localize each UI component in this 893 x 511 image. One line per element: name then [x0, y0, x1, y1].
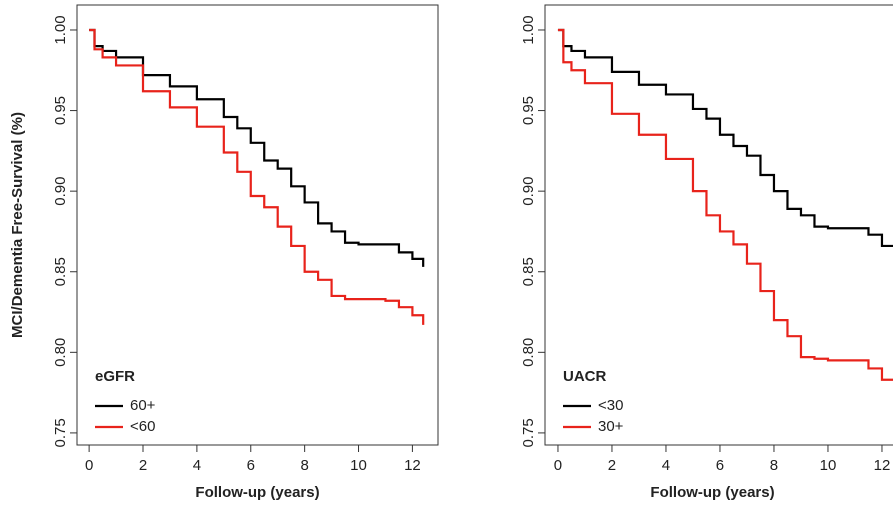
y-tick-label: 0.80: [520, 338, 537, 367]
survival-curve: [557, 28, 893, 381]
y-tick-label: 1.00: [52, 15, 69, 44]
y-axis-label: MCI/Dementia Free-Survival (%): [9, 112, 26, 338]
y-tick-label: 0.85: [52, 257, 69, 286]
survival-curve: [89, 28, 425, 267]
y-tick-label: 0.90: [520, 177, 537, 206]
x-tick-label: 8: [770, 457, 778, 474]
x-axis-label: Follow-up (years): [195, 484, 319, 501]
x-tick-label: 10: [350, 457, 367, 474]
y-tick-label: 0.95: [520, 96, 537, 125]
y-tick-label: 0.80: [52, 338, 69, 367]
y-tick-label: 0.95: [52, 96, 69, 125]
y-tick-label: 0.90: [52, 177, 69, 206]
x-tick-label: 4: [193, 457, 201, 474]
x-tick-label: 10: [820, 457, 837, 474]
x-tick-label: 2: [139, 457, 147, 474]
x-tick-label: 6: [247, 457, 255, 474]
x-tick-label: 0: [554, 457, 562, 474]
x-axis-label: Follow-up (years): [650, 484, 774, 501]
x-tick-label: 12: [404, 457, 421, 474]
x-tick-label: 2: [608, 457, 616, 474]
legend-label: <60: [130, 418, 155, 435]
plot-frame: [76, 4, 439, 446]
plot-frame: [544, 4, 893, 446]
x-tick-label: 12: [874, 457, 891, 474]
survival-curve: [557, 28, 893, 248]
legend-label: 30+: [598, 418, 624, 435]
legend-label: 60+: [130, 397, 156, 414]
legend-title: UACR: [563, 368, 606, 385]
x-tick-label: 4: [662, 457, 670, 474]
x-tick-label: 6: [716, 457, 724, 474]
y-tick-label: 1.00: [520, 15, 537, 44]
x-tick-label: 8: [300, 457, 308, 474]
y-tick-label: 0.85: [520, 257, 537, 286]
legend-label: <30: [598, 397, 623, 414]
legend-title: eGFR: [95, 368, 135, 385]
y-tick-label: 0.75: [520, 418, 537, 447]
survival-curve: [89, 28, 425, 325]
x-tick-label: 0: [85, 457, 93, 474]
y-tick-label: 0.75: [52, 418, 69, 447]
